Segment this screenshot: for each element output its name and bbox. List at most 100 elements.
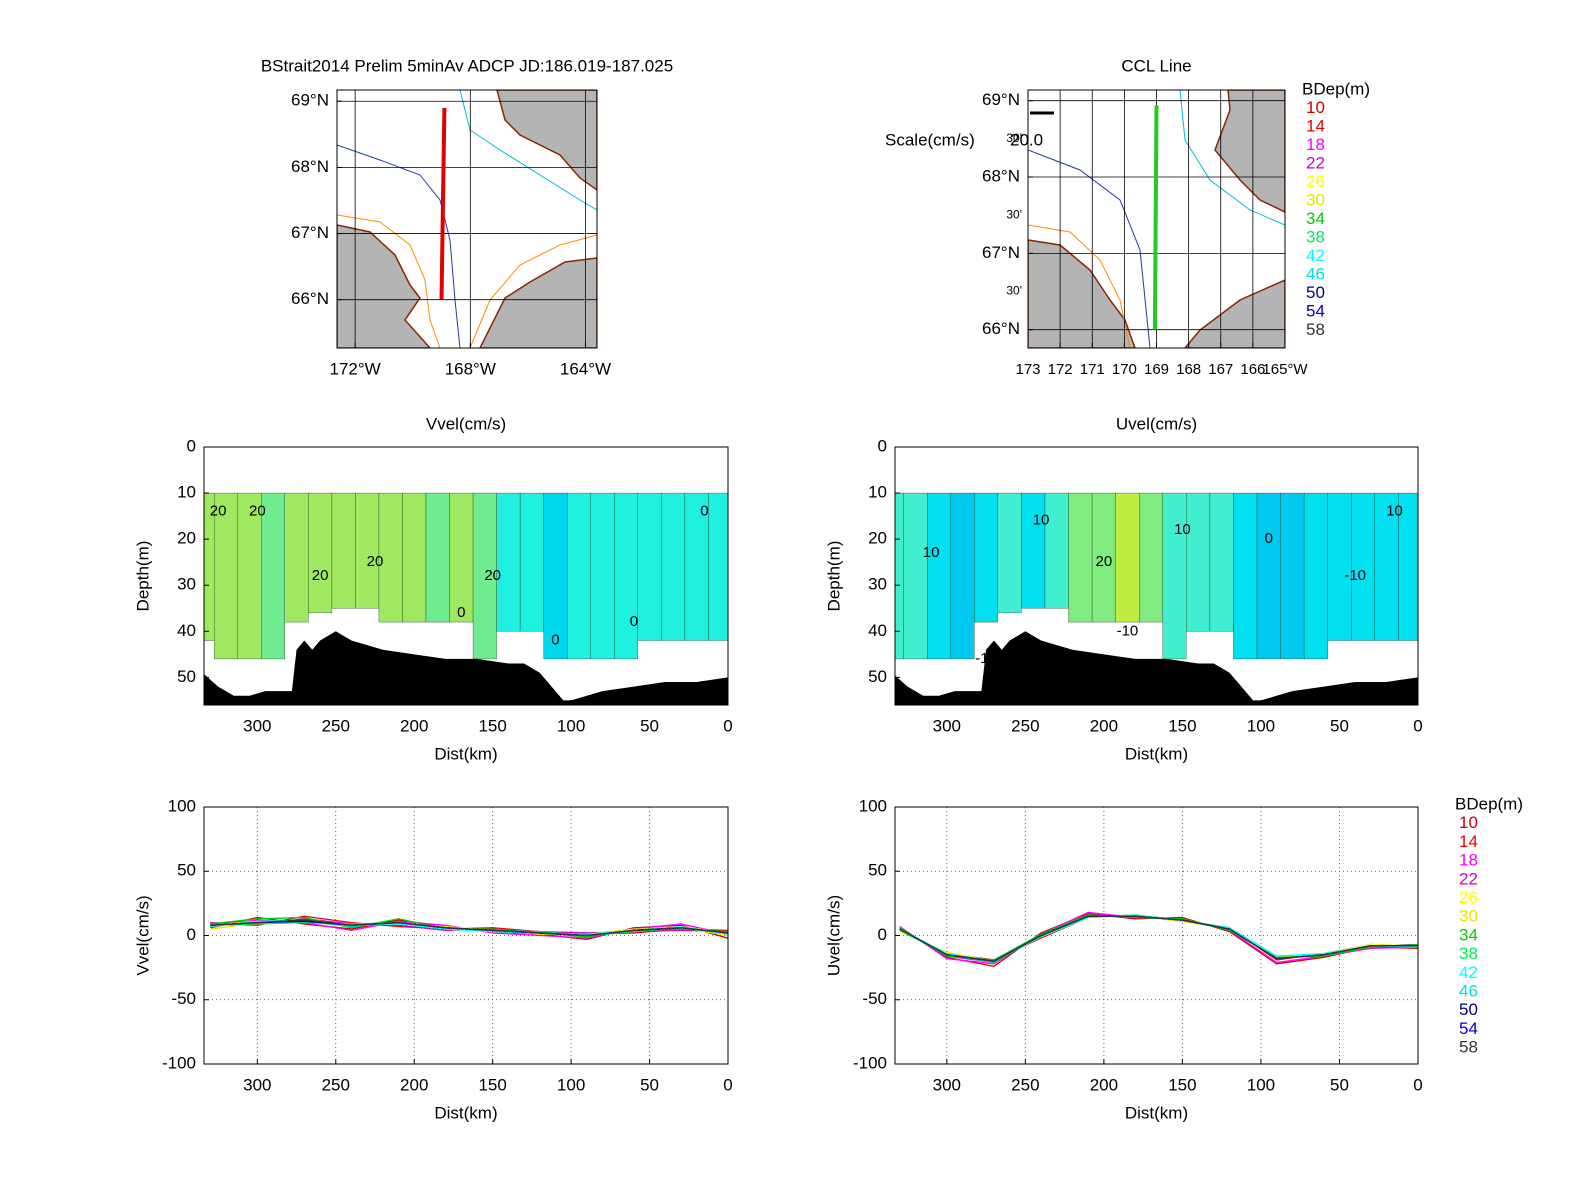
velocity-cell bbox=[1233, 492, 1258, 660]
x-tick-label: 172°W bbox=[330, 359, 381, 378]
x-tick-label: 250 bbox=[1011, 1075, 1039, 1094]
contour-label: 20 bbox=[210, 502, 227, 519]
series-line bbox=[899, 915, 1418, 962]
x-tick-label: 150 bbox=[478, 1075, 506, 1094]
velocity-cell bbox=[1186, 492, 1211, 632]
velocity-cell bbox=[496, 492, 521, 632]
legend-entry: 50 bbox=[1459, 1000, 1478, 1019]
contour-label: 0 bbox=[700, 502, 708, 519]
x-tick-label: 200 bbox=[400, 1075, 428, 1094]
contour-label: 20 bbox=[1096, 553, 1113, 570]
velocity-cell bbox=[1398, 492, 1418, 641]
velocity-cell bbox=[1044, 492, 1069, 609]
series-line bbox=[210, 919, 728, 937]
x-tick-label: 100 bbox=[1247, 1075, 1275, 1094]
y-tick-label: 50 bbox=[868, 667, 887, 686]
x-tick-label: 169 bbox=[1144, 361, 1169, 378]
velocity-cell bbox=[997, 492, 1022, 614]
legend-entry: 58 bbox=[1306, 320, 1325, 339]
velocity-cell bbox=[1162, 492, 1187, 660]
legend-entry: 34 bbox=[1306, 209, 1325, 228]
contour-label: 10 bbox=[1033, 512, 1050, 529]
velocity-cell bbox=[284, 492, 309, 623]
contour-label: 0 bbox=[457, 604, 465, 621]
legend-entry: 50 bbox=[1306, 283, 1325, 302]
velocity-cell bbox=[519, 492, 544, 632]
y-tick-label: 0 bbox=[878, 436, 887, 455]
bathymetry bbox=[204, 631, 728, 705]
x-tick-label: 50 bbox=[640, 716, 659, 735]
contour-label: 0 bbox=[630, 613, 638, 630]
x-tick-label: 150 bbox=[1168, 716, 1196, 735]
velocity-cell bbox=[1303, 492, 1328, 660]
scale-title: Scale(cm/s) bbox=[885, 130, 975, 149]
legend-entry: 46 bbox=[1459, 981, 1478, 1000]
y-tick-label: -100 bbox=[853, 1053, 887, 1072]
legend-entry: 26 bbox=[1459, 888, 1478, 907]
legend-entry: 22 bbox=[1459, 869, 1478, 888]
minor-tick-label: 30' bbox=[1006, 131, 1022, 145]
x-tick-label: 0 bbox=[723, 1075, 732, 1094]
contour-label: 10 bbox=[1386, 502, 1403, 519]
x-tick-label: 50 bbox=[1330, 716, 1349, 735]
axes-frame bbox=[894, 446, 1419, 706]
y-tick-label: 66°N bbox=[291, 289, 329, 308]
x-tick-label: 200 bbox=[1090, 1075, 1118, 1094]
x-tick-label: 250 bbox=[1011, 716, 1039, 735]
x-tick-label: 173 bbox=[1015, 361, 1040, 378]
contour-label: -10 bbox=[1344, 567, 1366, 584]
contour-label: 0 bbox=[551, 631, 559, 648]
legend-entry: 46 bbox=[1306, 264, 1325, 283]
y-tick-label: -50 bbox=[171, 989, 196, 1008]
velocity-cell bbox=[1256, 492, 1281, 660]
velocity-cell bbox=[331, 492, 356, 609]
y-tick-label: 66°N bbox=[982, 319, 1020, 338]
contour-label: 20 bbox=[312, 567, 329, 584]
legend-entry: 10 bbox=[1459, 813, 1478, 832]
legend-entry: 14 bbox=[1459, 832, 1478, 851]
x-tick-label: 168°W bbox=[445, 359, 496, 378]
x-tick-label: 100 bbox=[1247, 716, 1275, 735]
axes-frame bbox=[203, 806, 729, 1065]
y-tick-label: 20 bbox=[177, 529, 196, 548]
x-tick-label: 300 bbox=[243, 1075, 271, 1094]
axes-frame bbox=[336, 89, 598, 349]
scale-value: 20.0 bbox=[1010, 130, 1043, 149]
plot-area bbox=[895, 807, 1418, 1064]
velocity-cell bbox=[1209, 492, 1234, 632]
minor-tick-label: 30' bbox=[1006, 284, 1022, 298]
legend-entry: 30 bbox=[1459, 907, 1478, 926]
x-tick-label: 300 bbox=[933, 716, 961, 735]
velocity-cell bbox=[1139, 492, 1163, 623]
velocity-cell bbox=[308, 492, 333, 614]
y-tick-label: 0 bbox=[878, 925, 887, 944]
x-tick-label: 250 bbox=[322, 716, 350, 735]
velocity-cell bbox=[425, 492, 450, 623]
contour-label: 10 bbox=[1174, 521, 1191, 538]
x-tick-label: 150 bbox=[1168, 1075, 1196, 1094]
x-tick-label: 166 bbox=[1240, 361, 1265, 378]
y-tick-label: 67°N bbox=[291, 223, 329, 242]
velocity-cell bbox=[708, 492, 728, 641]
contour-label: 20 bbox=[367, 553, 384, 570]
chart-title: BStrait2014 Prelim 5minAv ADCP JD:186.01… bbox=[261, 56, 673, 75]
velocity-cell bbox=[974, 492, 999, 623]
legend-entry: 38 bbox=[1459, 944, 1478, 963]
velocity-cell bbox=[590, 492, 615, 660]
bathymetry bbox=[895, 631, 1418, 705]
legend-entry: 10 bbox=[1306, 98, 1325, 117]
y-tick-label: 69°N bbox=[982, 90, 1020, 109]
legend-entry: 26 bbox=[1306, 172, 1325, 191]
x-tick-label: 50 bbox=[1330, 1075, 1349, 1094]
y-tick-label: 68°N bbox=[291, 157, 329, 176]
plot-content: 20 20 20 20 20 0 0 0 0 bbox=[204, 492, 728, 705]
y-tick-label: 50 bbox=[868, 861, 887, 880]
y-tick-label: 100 bbox=[168, 796, 196, 815]
legend-entry: 38 bbox=[1306, 227, 1325, 246]
y-tick-label: 100 bbox=[859, 796, 887, 815]
x-tick-label: 170 bbox=[1112, 361, 1137, 378]
x-tick-label: 167 bbox=[1208, 361, 1233, 378]
x-tick-label: 300 bbox=[243, 716, 271, 735]
velocity-cell bbox=[402, 492, 427, 623]
velocity-cell bbox=[903, 492, 928, 660]
